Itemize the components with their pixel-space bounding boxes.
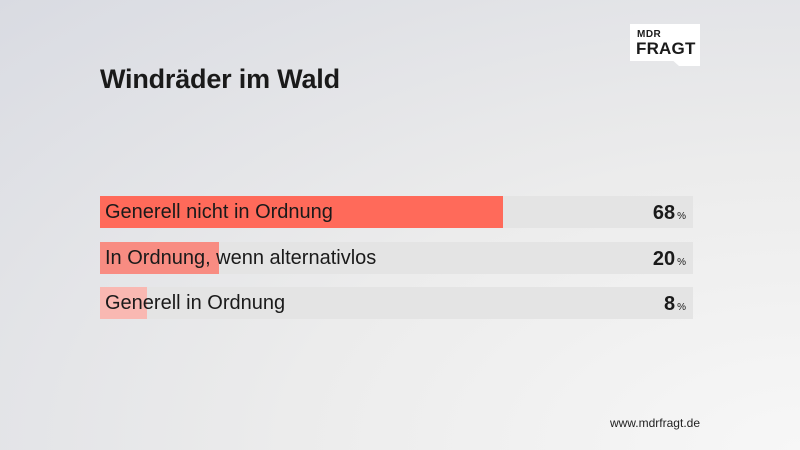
bar-fill [100,196,504,228]
bar-value-unit: % [677,302,686,313]
bar-row: Generell nicht in Ordnung 68% [100,196,693,228]
bar-value: 68% [653,202,686,225]
logo-line-1: MDR [637,29,662,40]
logo-line-2: FRAGT [636,39,696,58]
bar-value: 20% [653,248,686,271]
bar-label: Generell nicht in Ordnung [105,201,333,223]
bar-value-number: 20 [652,247,676,270]
bar-row: Generell in Ordnung 8% [100,287,693,319]
chart-title: Windräder im Wald [100,64,340,94]
bar-label: Generell in Ordnung [105,292,286,314]
footer-url: www.mdrfragt.de [609,416,700,430]
bar-label: In Ordnung, wenn alternativlos [105,246,377,269]
bar-fill [100,241,219,274]
bar-value-number: 8 [663,293,676,315]
mdr-fragt-logo: MDR FRAGT [630,24,700,66]
bar-chart: Generell nicht in Ordnung 68% In Ordnung, … [100,196,693,333]
bar-value-unit: % [677,211,686,222]
bar-fill [100,287,148,319]
bar-value: 8% [664,293,686,316]
bar-value-number: 68 [652,202,676,224]
bar-value-unit: % [677,256,686,268]
bar-row: In Ordnung, wenn alternativlos 20% [100,241,693,274]
